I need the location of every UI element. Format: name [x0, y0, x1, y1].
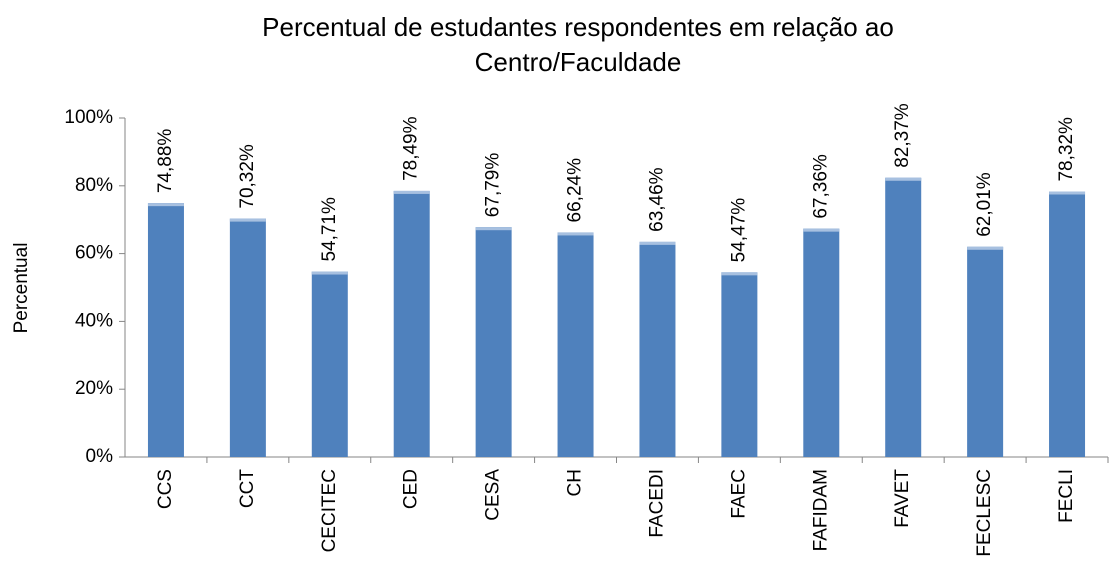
value-label: 63,46%: [646, 167, 667, 232]
y-tick-label: 40%: [75, 310, 113, 331]
value-label: 54,71%: [319, 197, 340, 262]
x-tick-label: CH: [565, 469, 586, 496]
y-tick-label: 0%: [86, 446, 114, 467]
y-tick-label: 60%: [75, 243, 113, 264]
value-label: 82,37%: [892, 103, 913, 168]
bar: [475, 227, 512, 457]
bar: [885, 177, 922, 458]
value-label: 67,36%: [810, 154, 831, 219]
value-label: 70,32%: [237, 144, 258, 209]
value-label: 78,49%: [401, 116, 422, 181]
y-axis-label: Percentual: [11, 243, 32, 334]
value-label: 67,79%: [483, 153, 504, 218]
bar: [639, 241, 676, 457]
bar-top: [967, 246, 1004, 250]
x-tick-label: CED: [401, 469, 422, 509]
x-tick-label: CECITEC: [319, 469, 340, 552]
bar: [803, 228, 840, 457]
bar: [967, 246, 1004, 457]
x-tick-label: CESA: [483, 469, 504, 521]
value-label: 74,88%: [155, 129, 176, 194]
bar-top: [311, 271, 348, 275]
bar-top: [393, 190, 430, 194]
bar-top: [639, 241, 676, 245]
x-tick-label: FECLI: [1056, 469, 1077, 523]
chart-title: Percentual de estudantes respondentes em…: [262, 12, 894, 77]
bar: [557, 232, 594, 457]
value-label: 66,24%: [565, 158, 586, 223]
bar-top: [475, 227, 512, 231]
bar-top: [803, 228, 840, 232]
bar-top: [229, 218, 266, 222]
x-tick-label: CCS: [155, 469, 176, 509]
bar: [721, 272, 758, 457]
bar: [229, 218, 266, 457]
x-tick-label: FAFIDAM: [810, 469, 831, 551]
bar-top: [147, 203, 184, 207]
bar-top: [557, 232, 594, 236]
value-label: 78,32%: [1056, 117, 1077, 182]
y-tick-label: 20%: [75, 378, 113, 399]
bar: [393, 190, 430, 458]
value-label: 54,47%: [728, 198, 749, 263]
bar-top: [721, 272, 758, 276]
bar-top: [1049, 191, 1086, 195]
bar: [147, 203, 184, 457]
x-tick-label: FECLESC: [974, 469, 995, 557]
bar: [311, 271, 348, 457]
bar-top: [885, 177, 922, 181]
value-label: 62,01%: [974, 172, 995, 237]
x-tick-label: FAEC: [728, 469, 749, 519]
x-tick-label: FAVET: [892, 469, 913, 528]
x-tick-label: CCT: [237, 469, 258, 508]
y-tick-label: 100%: [64, 107, 113, 128]
x-tick-label: FACEDI: [646, 469, 667, 538]
bar: [1049, 191, 1086, 458]
y-tick-label: 80%: [75, 175, 113, 196]
